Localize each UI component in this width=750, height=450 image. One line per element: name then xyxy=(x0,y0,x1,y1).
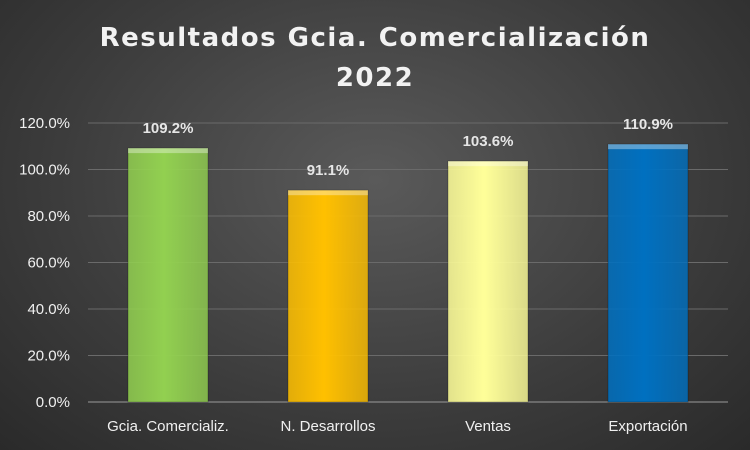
x-category-label: Gcia. Comercializ. xyxy=(107,418,229,435)
bars xyxy=(127,143,689,403)
x-axis-categories: Gcia. Comercializ. N. Desarrollos Ventas Ex… xyxy=(107,418,687,435)
y-tick-label: 20.0% xyxy=(27,348,70,365)
chart-title-line-1: Resultados Gcia. Comercialización xyxy=(100,23,651,53)
data-label: 109.2% xyxy=(143,120,194,137)
data-labels: 109.2% 91.1% 103.6% 110.9% xyxy=(143,116,673,179)
y-tick-label: 0.0% xyxy=(36,394,70,411)
bar-top-highlight xyxy=(288,190,368,196)
y-tick-label: 80.0% xyxy=(27,208,70,225)
y-tick-label: 100.0% xyxy=(19,162,70,179)
y-tick-label: 120.0% xyxy=(19,115,70,132)
bar-top-highlight xyxy=(448,161,528,167)
bar xyxy=(287,189,369,403)
chart-title-line-2: 2022 xyxy=(336,63,414,93)
y-tick-label: 40.0% xyxy=(27,301,70,318)
y-tick-label: 60.0% xyxy=(27,255,70,272)
bar-top-highlight xyxy=(608,144,688,150)
data-label: 91.1% xyxy=(307,162,350,179)
bar xyxy=(127,147,209,403)
data-label: 110.9% xyxy=(623,116,673,133)
x-category-label: Exportación xyxy=(608,418,687,435)
x-category-label: N. Desarrollos xyxy=(280,418,375,435)
bar-top-highlight xyxy=(128,148,208,154)
y-axis-ticks: 0.0% 20.0% 40.0% 60.0% 80.0% 100.0% 120.0% xyxy=(19,115,70,411)
bar xyxy=(447,160,529,403)
bar xyxy=(607,143,689,403)
data-label: 103.6% xyxy=(463,133,514,150)
x-category-label: Ventas xyxy=(465,418,511,435)
